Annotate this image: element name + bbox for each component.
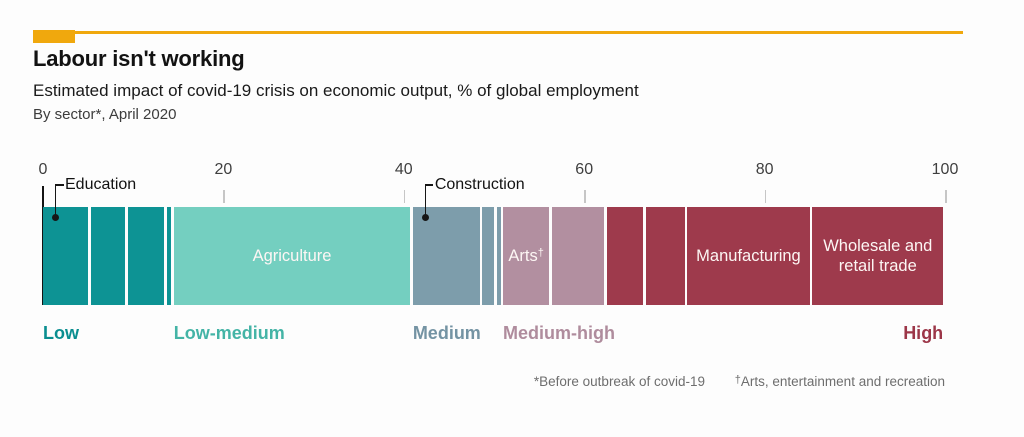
callout-stub: [55, 184, 64, 186]
callout-label: Construction: [434, 176, 525, 193]
bar-segment-low: [43, 207, 89, 305]
bar-segment-high: Manufacturing: [687, 207, 810, 305]
axis-tick: [584, 190, 586, 203]
axis-tick-label: 80: [755, 161, 774, 178]
asterisk-marker: *: [533, 374, 540, 389]
bar-segment-low: [166, 207, 172, 305]
callout-dot: [421, 213, 429, 221]
bar-segment-medium: [412, 207, 480, 305]
callout-line: [54, 184, 57, 217]
axis-tick-label: 60: [575, 161, 594, 178]
axis-tick: [403, 190, 406, 203]
bar-segment-medium-high: [551, 207, 605, 305]
axis-tick-label: 0: [38, 161, 48, 178]
segment-label: Wholesale and retail trade: [823, 236, 933, 275]
segment-label: Arts†: [508, 246, 544, 265]
footnote-arts-definition: †Arts, entertainment and recreation: [735, 374, 945, 389]
bar-segment-low-medium: Agriculture: [173, 207, 411, 305]
bar-segment-medium: [482, 207, 495, 305]
bar-segment-high: [606, 207, 644, 305]
axis-tick-label: 20: [214, 161, 233, 178]
dagger-marker: †: [734, 374, 741, 386]
impact-level-label-medium: Medium: [412, 323, 481, 343]
chart-title: Labour isn't working: [33, 46, 245, 71]
bar-segment-low: [127, 207, 165, 305]
segment-label: Manufacturing: [696, 246, 801, 265]
callout-dot: [52, 213, 59, 221]
footnote-text: Before outbreak of covid-19: [539, 374, 705, 389]
segment-label: Agriculture: [252, 246, 332, 265]
accent-rule: [33, 31, 963, 34]
impact-level-label-low: Low: [43, 323, 79, 343]
impact-level-label-low-medium: Low-medium: [173, 323, 285, 343]
bar-segment-high: Wholesale and retail trade: [812, 207, 944, 305]
impact-level-label-medium-high: Medium-high: [503, 323, 615, 343]
axis-tick: [764, 190, 767, 203]
accent-block: [33, 30, 75, 43]
axis-tick: [945, 190, 947, 203]
callout-label: Education: [65, 176, 137, 193]
axis-tick-label: 40: [394, 161, 413, 178]
footnote-text: Arts, entertainment and recreation: [740, 374, 945, 389]
footnote-before-outbreak: *Before outbreak of covid-19: [534, 374, 705, 389]
bar-segment-low: [90, 207, 126, 305]
bar-segment-medium: [496, 207, 501, 305]
footnotes: *Before outbreak of covid-19 †Arts, ente…: [534, 374, 945, 389]
bar-segment-medium-high: Arts†: [503, 207, 550, 305]
dagger-marker: †: [537, 246, 544, 259]
callout-line: [424, 184, 427, 217]
chart-subtitle: Estimated impact of covid-19 crisis on e…: [33, 81, 639, 100]
chart-byline: By sector*, April 2020: [33, 106, 177, 123]
axis-zero-line: [41, 186, 44, 305]
axis-tick: [223, 190, 225, 203]
bar-segment-high: [645, 207, 685, 305]
axis-tick-label: 100: [931, 161, 959, 178]
callout-stub: [425, 184, 434, 186]
impact-level-label-high: High: [903, 323, 944, 343]
